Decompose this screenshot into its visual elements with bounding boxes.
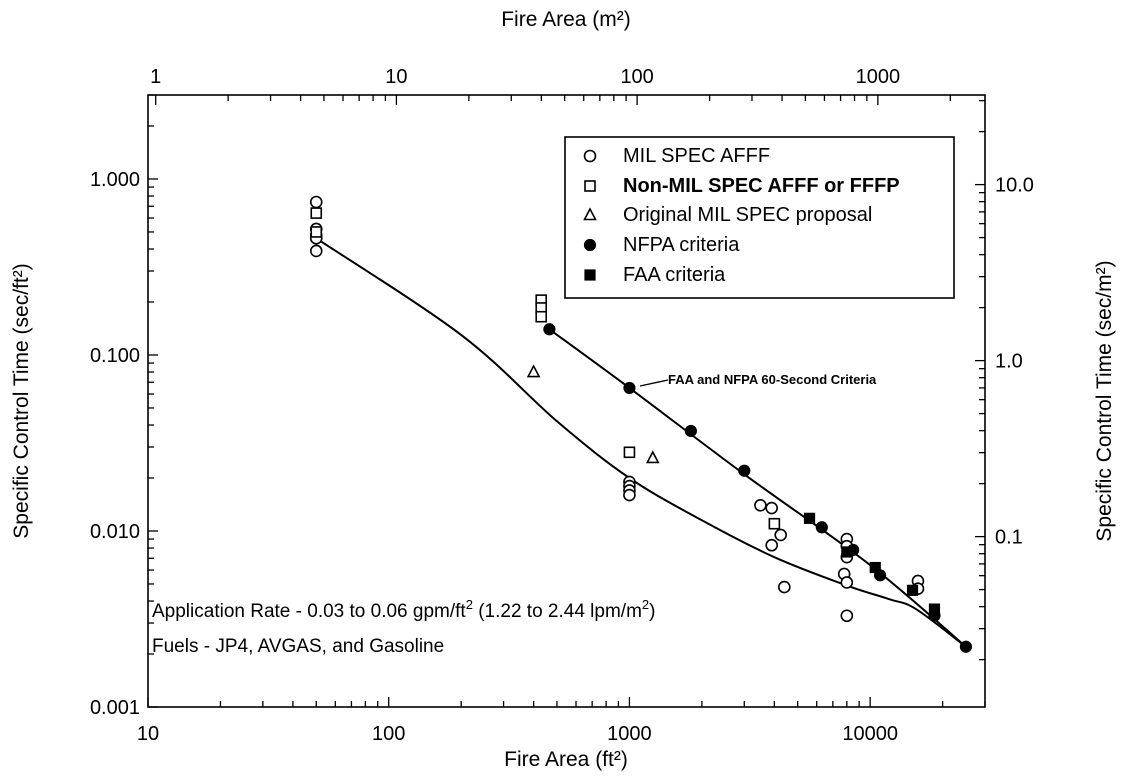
circle-filled-point — [738, 464, 751, 477]
legend-box — [564, 136, 955, 299]
square-filled-point — [906, 584, 919, 596]
y2-tick-label: 10.0 — [995, 175, 1034, 197]
legend-label-nfpa: NFPA criteria — [623, 234, 740, 256]
square-open-point — [768, 517, 781, 530]
application-rate-note: Application Rate - 0.03 to 0.06 gpm/ft2 … — [152, 597, 655, 622]
circle-open-point — [623, 488, 636, 502]
x-tick-label: 1000 — [607, 723, 652, 745]
x-tick-label: 10 — [137, 723, 159, 745]
triangle-open-point — [645, 450, 660, 464]
y2-tick-label: 0.1 — [995, 527, 1023, 549]
circle-filled-point — [684, 424, 697, 438]
circle-filled-point — [543, 323, 556, 336]
mil-spec-fit-curve — [315, 237, 967, 648]
x-tick-label: 10000 — [842, 723, 898, 745]
x2-tick-label: 1000 — [856, 66, 901, 88]
axis-ticks: 10 100 1000 10000 1 10 100 1000 0.001 0.010 0.100 1… — [90, 66, 1034, 745]
x-tick-label: 100 — [372, 723, 405, 745]
legend: MIL SPEC AFFF Non-MIL SPEC AFFF or FFFP … — [564, 136, 955, 299]
square-open-point — [535, 310, 548, 323]
legend-marker-square-open — [584, 180, 596, 192]
circle-filled-point — [623, 381, 636, 395]
circle-open-point — [774, 528, 787, 542]
circle-open-point — [309, 244, 323, 258]
legend-marker-circle-filled — [583, 238, 597, 252]
square-filled-point — [869, 561, 881, 574]
y-tick-label: 0.010 — [90, 521, 140, 543]
square-open-point — [310, 207, 323, 219]
criteria-leader-line — [639, 379, 669, 387]
circle-open-point — [840, 576, 854, 589]
square-filled-point — [841, 546, 853, 558]
square-filled-point — [928, 603, 941, 615]
legend-label-non-mil-spec: Non-MIL SPEC AFFF or FFFP — [623, 175, 900, 197]
x2-tick-label: 1 — [150, 66, 161, 88]
y-tick-label: 1.000 — [90, 169, 140, 191]
circle-open-point — [765, 538, 779, 552]
x-axis-title: Fire Area (ft²) — [504, 748, 628, 771]
y-axis-title: Specific Control Time (sec/ft²) — [10, 263, 33, 538]
criteria-annotation: FAA and NFPA 60-Second Criteria — [668, 372, 877, 387]
y2-axis-title: Specific Control Time (sec/m²) — [1093, 260, 1116, 541]
circle-open-point — [778, 580, 791, 594]
square-filled-point — [803, 512, 816, 524]
x2-tick-label: 100 — [620, 66, 653, 88]
square-open-point — [310, 226, 323, 238]
legend-marker-circle-open — [583, 149, 597, 163]
circle-open-point — [754, 498, 767, 512]
y-tick-label: 0.001 — [90, 697, 140, 719]
legend-label-faa: FAA criteria — [623, 264, 726, 286]
data-points — [309, 195, 973, 653]
circle-filled-point — [959, 640, 973, 653]
fit-curves — [315, 237, 967, 648]
legend-label-original-proposal: Original MIL SPEC proposal — [623, 204, 872, 226]
y-tick-label: 0.100 — [90, 345, 140, 367]
fuels-note: Fuels - JP4, AVGAS, and Gasoline — [152, 636, 444, 657]
circle-open-point — [765, 501, 779, 515]
circle-open-point — [309, 195, 323, 209]
legend-label-mil-spec: MIL SPEC AFFF — [623, 145, 770, 167]
legend-marker-triangle-open — [583, 207, 597, 221]
x2-tick-label: 10 — [385, 66, 407, 88]
legend-markers — [583, 149, 597, 281]
x2-axis-title: Fire Area (m²) — [501, 8, 631, 31]
circle-open-point — [840, 609, 854, 623]
triangle-open-point — [526, 364, 541, 378]
y2-tick-label: 1.0 — [995, 351, 1023, 373]
square-open-point — [623, 446, 636, 459]
plot-frame — [147, 94, 986, 708]
legend-marker-square-filled — [584, 269, 596, 281]
criteria-line — [548, 328, 967, 648]
circle-filled-point — [815, 521, 828, 534]
